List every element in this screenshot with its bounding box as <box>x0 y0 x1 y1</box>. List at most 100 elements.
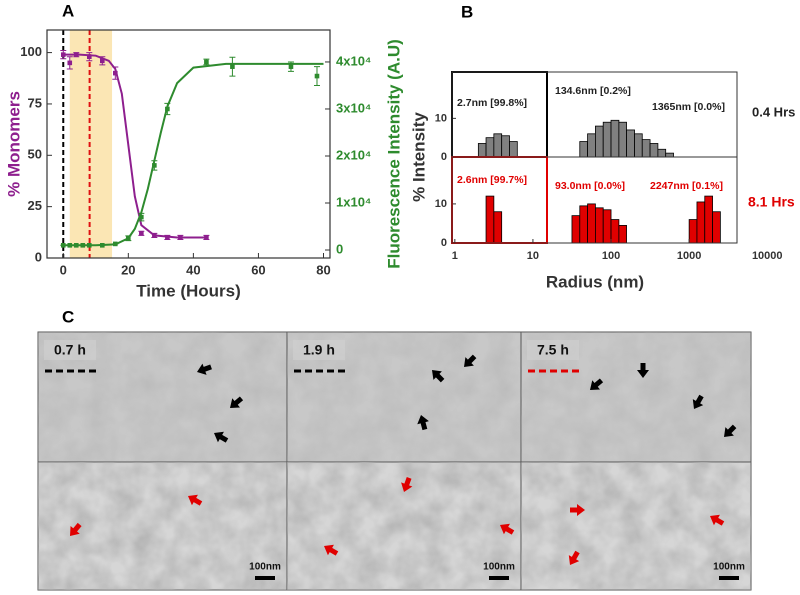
micrograph-texture <box>287 462 521 590</box>
data-point <box>86 54 92 60</box>
time-label: 0.7 h <box>54 342 86 358</box>
histogram-bar <box>595 125 604 158</box>
x-tick-label: 20 <box>121 262 135 277</box>
histogram-bar <box>610 119 620 158</box>
histogram-bar <box>704 195 713 244</box>
arrow <box>214 431 229 443</box>
x-tick-label: 1 <box>452 250 458 262</box>
histogram-bar <box>485 195 495 244</box>
y2-tick-label: 3x10⁴ <box>336 100 371 115</box>
histogram-bar <box>649 143 659 158</box>
histogram-bar <box>657 148 667 158</box>
scale-bar <box>489 576 509 580</box>
histogram-bar <box>618 225 627 244</box>
histogram-bar <box>493 133 503 158</box>
y-tick-label: 75 <box>28 95 42 110</box>
histogram-bar <box>485 137 495 158</box>
size-annotation: 2.6nm [99.7%] <box>457 174 527 186</box>
x-tick-label: 80 <box>316 262 330 277</box>
histogram-bar <box>618 121 627 158</box>
y-tick-label: 0 <box>441 237 447 249</box>
y-tick-label: 0 <box>35 249 42 264</box>
time-label: 7.5 h <box>537 342 569 358</box>
histogram-bar <box>501 135 510 158</box>
time-label: 0.4 Hrs <box>752 104 795 119</box>
x-tick-label: 0 <box>60 262 67 277</box>
fit-line <box>63 53 207 239</box>
arrow <box>197 363 212 375</box>
panel-label: B <box>461 2 473 21</box>
x-tick-label: 40 <box>186 262 200 277</box>
x-tick-label: 10 <box>527 250 539 262</box>
x-tick-label: 10000 <box>752 250 783 262</box>
arrow <box>401 477 413 492</box>
histogram-bar <box>477 143 487 158</box>
data-point <box>230 64 235 69</box>
size-annotation: 1365nm [0.0%] <box>652 101 725 113</box>
x-axis-label: Radius (nm) <box>546 272 644 291</box>
y-tick-label: 25 <box>28 198 42 213</box>
arrow <box>417 415 429 431</box>
micrograph-texture <box>521 462 751 590</box>
arrow <box>637 363 649 378</box>
scale-bar <box>719 576 739 580</box>
fit-line <box>63 62 324 247</box>
histogram-bar <box>571 215 581 244</box>
data-point <box>99 58 105 64</box>
arrow <box>464 354 477 367</box>
histogram-bar <box>595 207 604 244</box>
size-annotation: 93.0nm [0.0%] <box>555 180 625 192</box>
histogram-bar <box>696 201 706 244</box>
arrow <box>432 370 445 383</box>
time-label-bg <box>44 340 96 360</box>
y2-tick-label: 4x10⁴ <box>336 53 371 68</box>
arrow <box>188 494 203 506</box>
scale-bar <box>255 576 275 580</box>
y-tick-label: 10 <box>435 198 447 210</box>
y2-tick-label: 1x10⁴ <box>336 194 371 209</box>
time-label-bg <box>293 340 345 360</box>
y-tick-label: 100 <box>20 44 42 59</box>
x-tick-label: 60 <box>251 262 265 277</box>
histogram-bar <box>587 203 596 244</box>
size-annotation: 2247nm [0.1%] <box>650 180 723 192</box>
y-tick-label: 0 <box>441 151 447 163</box>
y-axis-label: % Intensity <box>409 112 428 202</box>
data-point <box>113 70 118 76</box>
data-point <box>288 64 294 69</box>
arrow <box>568 550 580 565</box>
histogram-bar <box>602 121 612 158</box>
y-tick-label: 50 <box>28 147 42 162</box>
data-point <box>139 231 144 236</box>
histogram-bar <box>587 133 596 158</box>
x-axis-label: Time (Hours) <box>136 281 241 300</box>
arrow <box>590 378 604 390</box>
time-label-bg <box>527 340 579 360</box>
histogram-bar <box>626 129 635 158</box>
x-tick-label: 1000 <box>677 250 701 262</box>
histogram-bar <box>665 152 674 158</box>
histogram-bar <box>602 209 612 244</box>
arrow <box>324 544 339 556</box>
scale-bar-label: 100nm <box>713 562 745 573</box>
histogram-bar <box>688 219 698 244</box>
data-point <box>67 60 73 66</box>
size-annotation: 2.7nm [99.8%] <box>457 97 527 109</box>
arrow <box>230 396 244 408</box>
plot-frame <box>46 29 331 259</box>
data-point <box>152 163 157 168</box>
data-point <box>204 59 209 65</box>
x-tick-label: 100 <box>602 250 620 262</box>
arrow <box>570 504 585 516</box>
histogram-bar <box>493 211 503 244</box>
data-point <box>139 214 144 220</box>
panel-label: A <box>62 1 74 20</box>
band <box>69 30 113 258</box>
arrow <box>710 514 725 526</box>
histogram-bar <box>610 219 620 244</box>
y2-axis-label: Fluorescence Intensity (A.U) <box>384 39 403 269</box>
scale-bar-label: 100nm <box>249 562 281 573</box>
histogram-bar <box>509 141 518 158</box>
histogram-bar <box>641 139 651 158</box>
